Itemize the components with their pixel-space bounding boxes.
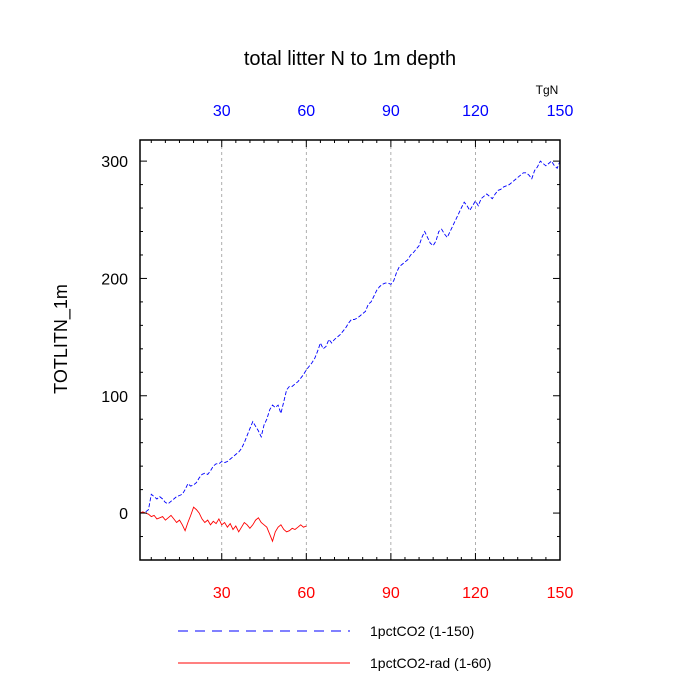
- y-tick-label: 0: [119, 506, 128, 523]
- y-tick-label: 200: [101, 271, 128, 288]
- y-axis-label: TOTLITN_1m: [51, 284, 72, 394]
- x-tick-label-top: 60: [297, 103, 315, 120]
- series-line-1: [140, 160, 561, 514]
- y-tick-label: 100: [101, 389, 128, 406]
- x-tick-label-top: 120: [462, 103, 489, 120]
- x-tick-label-bottom: 90: [382, 585, 400, 602]
- x-tick-label-bottom: 120: [462, 585, 489, 602]
- x-tick-label-bottom: 60: [297, 585, 315, 602]
- x-tick-label-bottom: 30: [213, 585, 231, 602]
- legend: 1pctCO2 (1-150) 1pctCO2-rad (1-60): [178, 623, 491, 671]
- axes: 30 30 60 60 90 90 120 120 150 150 0 100 200 300: [101, 103, 573, 602]
- x-tick-label-top: 30: [213, 103, 231, 120]
- y-tick-label: 300: [101, 154, 128, 171]
- series-layer: [139, 160, 561, 543]
- x-tick-label-bottom: 150: [547, 585, 574, 602]
- grid-lines: [221, 140, 476, 560]
- legend-label: 1pctCO2 (1-150): [370, 623, 474, 639]
- units-label: TgN: [536, 83, 559, 97]
- x-tick-label-top: 150: [547, 103, 574, 120]
- series-line-2: [139, 506, 307, 543]
- legend-label: 1pctCO2-rad (1-60): [370, 655, 491, 671]
- plot-frame: [139, 139, 561, 561]
- chart-title: total litter N to 1m depth: [244, 48, 456, 70]
- x-tick-label-top: 90: [382, 103, 400, 120]
